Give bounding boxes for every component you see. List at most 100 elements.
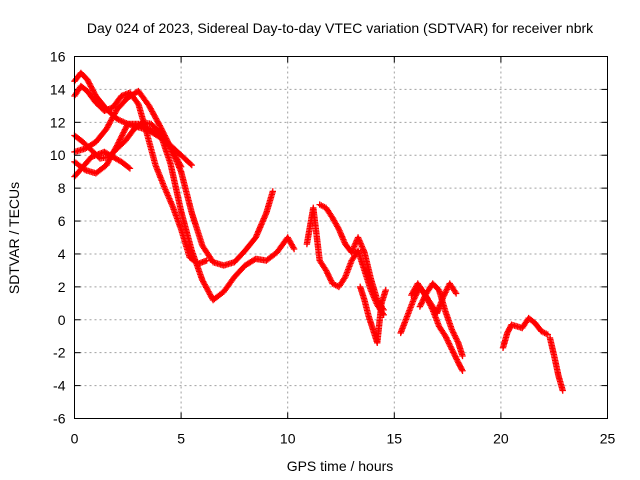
y-tick-label: 4 — [58, 246, 66, 262]
data-point — [417, 301, 424, 309]
data-point — [450, 329, 457, 336]
x-tick-label: 0 — [71, 431, 79, 447]
data-point — [452, 290, 460, 297]
data-point — [114, 140, 122, 148]
y-tick-label: -2 — [53, 345, 66, 361]
data-point — [442, 287, 450, 295]
data-point — [159, 128, 166, 135]
data-point — [269, 188, 276, 195]
data-point — [442, 334, 450, 341]
data-point — [115, 139, 122, 146]
data-point — [203, 257, 210, 264]
data-point — [410, 295, 418, 302]
data-point — [444, 337, 451, 344]
data-point — [410, 296, 417, 304]
data-point — [134, 99, 141, 107]
y-tick-label: -6 — [53, 411, 66, 427]
data-point — [418, 299, 426, 306]
data-point — [411, 293, 419, 301]
data-point — [443, 335, 451, 343]
data-point — [420, 296, 427, 303]
data-point — [449, 327, 456, 335]
data-point — [450, 350, 458, 357]
data-point — [382, 286, 389, 294]
data-point — [158, 125, 165, 132]
data-point — [544, 331, 552, 338]
data-point — [446, 341, 453, 349]
data-point — [119, 130, 127, 138]
data-track-track-j — [397, 283, 466, 374]
data-point — [126, 165, 134, 172]
data-point — [177, 162, 184, 169]
data-point — [326, 274, 333, 281]
data-point — [452, 354, 460, 362]
data-point — [451, 352, 458, 359]
data-track-track-h — [316, 201, 387, 314]
data-point — [187, 160, 194, 168]
data-point — [165, 139, 172, 146]
data-point — [450, 330, 458, 338]
data-point — [448, 346, 456, 353]
x-tick-label: 20 — [493, 431, 509, 447]
data-point — [113, 142, 121, 149]
y-tick-label: 10 — [50, 147, 66, 163]
data-point — [443, 286, 451, 293]
data-point — [454, 357, 461, 365]
data-point — [122, 125, 129, 132]
data-point — [163, 136, 171, 144]
data-point — [116, 137, 123, 145]
data-point — [421, 293, 429, 300]
data-point — [459, 367, 466, 374]
y-tick-label: -4 — [53, 378, 66, 394]
data-point — [445, 340, 453, 347]
y-tick-label: 8 — [58, 180, 66, 196]
y-axis-label: SDTVAR / TECUs — [6, 182, 22, 294]
data-point — [327, 275, 334, 283]
x-tick-label: 5 — [177, 431, 185, 447]
data-point — [418, 300, 425, 307]
data-point — [453, 336, 461, 344]
data-point — [157, 123, 164, 131]
data-point — [419, 297, 426, 304]
data-point — [117, 135, 124, 142]
data-track-track-c — [71, 120, 195, 177]
data-point — [156, 122, 163, 129]
data-point — [166, 142, 173, 149]
data-point — [325, 271, 332, 278]
chart-title: Day 024 of 2023, Sidereal Day-to-day VTE… — [87, 20, 594, 36]
data-point — [125, 164, 132, 171]
data-point — [452, 353, 459, 360]
data-point — [454, 338, 461, 345]
data-points — [71, 69, 566, 394]
y-tick-label: 2 — [58, 279, 66, 295]
data-track-track-d — [71, 82, 210, 268]
data-point — [118, 132, 126, 139]
data-point — [448, 326, 456, 333]
data-point — [120, 129, 127, 136]
data-point — [325, 273, 333, 280]
data-point — [158, 126, 166, 134]
data-point — [445, 338, 452, 346]
data-point — [327, 277, 335, 284]
y-tick-label: 12 — [50, 114, 66, 130]
data-point — [420, 294, 428, 302]
data-point — [334, 224, 342, 232]
data-point — [452, 288, 459, 296]
x-axis-label: GPS time / hours — [287, 458, 394, 474]
y-tick-label: 6 — [58, 213, 66, 229]
data-point — [164, 138, 171, 145]
data-track-track-l — [416, 280, 466, 360]
data-track-track-g — [303, 204, 387, 319]
data-point — [458, 366, 466, 373]
data-point — [559, 387, 566, 394]
data-point — [323, 268, 330, 276]
x-tick-label: 15 — [387, 431, 403, 447]
data-point — [162, 135, 170, 142]
plot-frame — [74, 56, 608, 419]
data-point — [165, 140, 173, 148]
data-point — [290, 244, 297, 251]
data-point — [442, 289, 449, 296]
data-point — [121, 126, 129, 133]
data-point — [121, 127, 128, 135]
y-tick-label: 16 — [50, 49, 66, 65]
